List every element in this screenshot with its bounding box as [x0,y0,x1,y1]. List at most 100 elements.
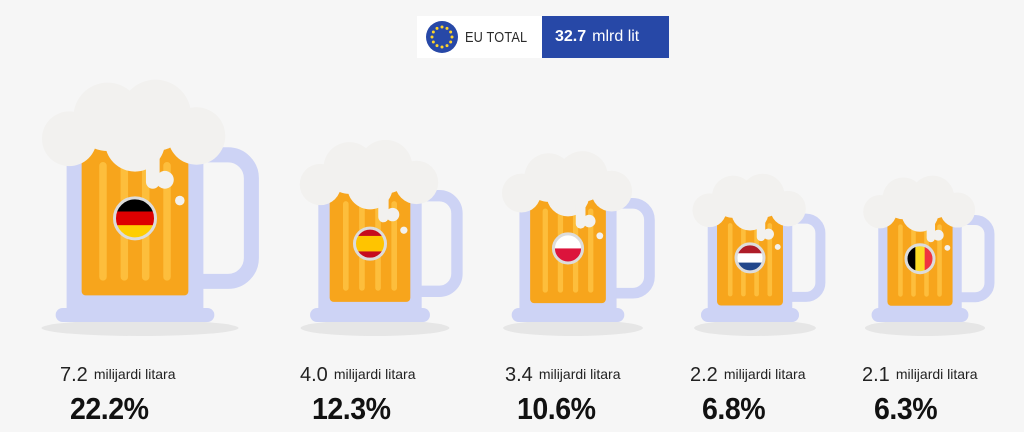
beer-stripe [542,208,548,293]
volume-unit: milijardi litara [895,366,978,382]
mug-base [511,308,625,322]
volume-unit: milijardi litara [538,366,621,382]
beer-stripe [727,223,733,297]
share-percent: 6.3% [874,391,938,426]
flag-stripe [114,211,156,226]
volume-value: 2.1 [862,364,890,386]
beer-bubble [596,232,604,240]
mug-shadow [864,320,986,336]
flag-stripe [915,244,926,273]
flag-ring [734,242,766,274]
eu-star [449,40,453,44]
mug-handle [957,214,995,303]
beer-mug-spain [299,139,463,336]
beer-stripe [588,208,594,293]
eu-star [431,30,435,34]
beer-bubble [155,170,174,189]
beer-stripe [937,224,942,297]
mug-base [700,308,800,322]
value-label-netherlands: 2.2 milijardi litara 6.8% [690,364,806,427]
beer-mug-netherlands [692,173,826,336]
beer-bubble [582,214,596,228]
flag-ring [551,232,585,265]
volume-value: 7.2 [60,364,88,386]
eu-total-label: EU TOTAL [465,28,528,46]
eu-star [435,44,439,48]
flag-stripe [906,244,916,273]
eu-star [445,26,449,30]
flag-ring [112,196,158,241]
beer-mug-germany [41,79,259,336]
beer-stripe [163,162,171,281]
mug-base [871,308,969,322]
flag-netherlands-icon [736,243,764,272]
flag-stripe [736,243,764,254]
eu-flag-icon [426,21,458,53]
volume-unit: milijardi litara [333,366,416,382]
beer-stripe [391,201,398,291]
share-percent: 10.6% [517,391,596,426]
volume-value: 4.0 [300,364,328,386]
beer-mug-belgium [863,175,995,336]
volume-unit: milijardi litara [723,366,806,382]
beer-stripe [342,201,349,291]
mug-shadow [300,320,450,336]
mug-base [55,308,215,322]
beer-bubble [385,207,400,222]
flag-spain-icon [354,228,386,260]
flag-ring [352,226,388,261]
eu-total-header: EU TOTAL 32.7 mlrd lit [417,16,669,58]
beer-foam [167,107,226,165]
flag-stripe [354,243,386,252]
value-label-spain: 4.0 milijardi litara 12.3% [300,364,416,427]
volume-value: 3.4 [505,364,533,386]
mug-shadow [503,320,643,336]
beer-bubble [944,244,951,251]
eu-star [449,30,453,34]
eu-star [435,26,439,30]
eu-star [430,35,434,39]
beer-mug-poland [501,151,655,336]
beer-stripe [898,224,903,297]
eu-star [440,45,444,49]
foam-drip [926,216,936,243]
beer-stripe [767,223,773,297]
flag-stripe [354,228,386,237]
eu-star [431,40,435,44]
mug-handle [612,197,655,299]
total-unit: mlrd lit [592,28,640,45]
mug-handle [788,213,826,302]
share-percent: 22.2% [70,391,149,426]
volume-value: 2.2 [690,364,718,386]
flag-stripe [354,251,386,260]
mug-base [310,308,430,322]
beer-bubble [932,229,944,241]
share-percent: 12.3% [312,391,391,426]
foam-drip [378,190,389,223]
value-label-poland: 3.4 milijardi litara 10.6% [505,364,621,427]
flag-ring [904,243,936,275]
volume-unit: milijardi litara [93,366,176,382]
eu-star [450,35,454,39]
flag-stripe [924,244,934,273]
beer-bubble [175,195,185,206]
flag-stripe [736,262,764,272]
beer-foam [394,160,439,205]
beer-bubble [774,243,781,250]
value-label-germany: 7.2 milijardi litara 22.2% [60,364,176,427]
value-label-belgium: 2.1 milijardi litara 6.3% [862,364,978,427]
foam-drip [756,215,766,242]
beer-foam [591,170,633,212]
beer-foam [940,192,976,228]
flag-stripe [553,233,583,249]
beer-foam [770,190,806,227]
eu-star [445,44,449,48]
eu-star [440,25,444,29]
mug-shadow [41,320,239,336]
flag-stripe [354,235,386,245]
flag-stripe [736,253,764,264]
beer-bubble [762,228,774,240]
mug-handle [199,147,259,289]
mug-shadow [694,320,816,336]
